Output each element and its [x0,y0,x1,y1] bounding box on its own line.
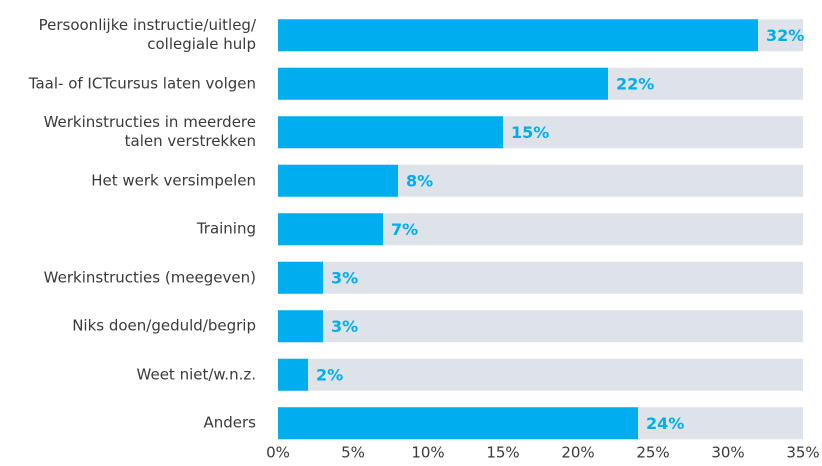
x-tick-label: 25% [636,444,669,462]
x-tick-label: 20% [561,444,594,462]
track [278,358,803,391]
value-label: 32% [766,26,804,45]
track [278,310,803,343]
bar [278,310,323,343]
bar [278,19,758,52]
category-label: Werkinstructies (meegeven) [43,268,256,287]
value-label: 7% [391,220,418,239]
bar [278,358,308,391]
value-label: 22% [616,74,654,93]
bar [278,67,608,100]
value-label: 15% [511,123,549,142]
x-tick-label: 10% [411,444,444,462]
category-label: Werkinstructies in meerdere talen verstr… [43,113,256,151]
x-tick-label: 30% [711,444,744,462]
category-label: Niks doen/geduld/begrip [72,316,256,335]
bar [278,213,383,246]
value-label: 3% [331,317,358,336]
category-label: Persoonlijke instructie/uitleg/ collegia… [38,16,256,54]
category-label: Weet niet/w.n.z. [136,365,256,384]
bar [278,261,323,294]
bar [278,407,638,440]
category-label: Het werk versimpelen [91,171,256,190]
category-label: Taal- of ICTcursus laten volgen [28,74,256,93]
category-label: Anders [203,413,257,432]
value-label: 24% [646,414,684,433]
x-tick-label: 35% [786,444,819,462]
x-tick-label: 15% [486,444,519,462]
bar [278,164,398,197]
track [278,261,803,294]
bar [278,116,503,149]
value-label: 8% [406,171,433,190]
x-tick-label: 5% [341,444,365,462]
value-label: 2% [316,365,343,384]
category-label: Training [196,219,256,238]
value-label: 3% [331,268,358,287]
x-tick-label: 0% [266,444,290,462]
